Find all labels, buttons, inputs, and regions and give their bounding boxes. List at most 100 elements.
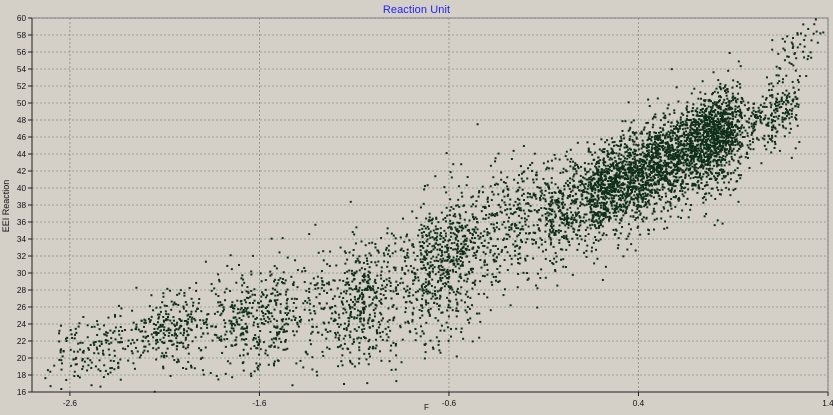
- data-point: [677, 198, 680, 201]
- data-point: [422, 264, 425, 267]
- data-point: [428, 216, 431, 219]
- data-point: [701, 80, 704, 83]
- data-point: [186, 330, 188, 333]
- data-point: [436, 248, 439, 251]
- data-point: [230, 305, 233, 308]
- data-point: [718, 126, 721, 129]
- data-point: [431, 219, 434, 222]
- data-point: [662, 116, 665, 119]
- data-point: [703, 146, 706, 149]
- data-point: [538, 186, 541, 189]
- data-point: [728, 102, 731, 105]
- data-point: [652, 142, 655, 145]
- data-point: [179, 332, 182, 335]
- data-point: [365, 280, 368, 283]
- data-point: [613, 211, 616, 214]
- data-point: [579, 224, 582, 227]
- data-point: [437, 340, 440, 343]
- data-point: [274, 294, 277, 297]
- data-point: [670, 172, 673, 175]
- data-point: [716, 142, 719, 145]
- data-point: [655, 156, 658, 159]
- data-point: [420, 304, 423, 307]
- data-point: [618, 148, 621, 151]
- data-point: [467, 270, 470, 273]
- data-point: [427, 280, 430, 283]
- data-point: [689, 177, 692, 180]
- data-point: [571, 201, 574, 204]
- data-point: [460, 249, 463, 252]
- data-point: [131, 309, 134, 312]
- data-point: [686, 137, 689, 140]
- data-point: [360, 240, 363, 243]
- data-point: [565, 218, 568, 221]
- data-point: [610, 186, 613, 189]
- data-point: [622, 155, 625, 158]
- data-point: [652, 123, 655, 126]
- data-point: [634, 161, 637, 164]
- data-point: [694, 125, 697, 128]
- data-point: [668, 162, 671, 165]
- data-point: [540, 243, 543, 246]
- data-point: [223, 338, 226, 341]
- data-point: [368, 242, 371, 245]
- data-point: [719, 88, 722, 91]
- data-point: [175, 303, 178, 306]
- data-point: [685, 164, 688, 167]
- data-point: [253, 293, 256, 296]
- data-point: [523, 217, 526, 220]
- data-point: [361, 328, 364, 331]
- data-point: [725, 105, 728, 107]
- data-point: [625, 207, 628, 210]
- data-point: [648, 105, 651, 108]
- data-point: [442, 240, 445, 243]
- data-point: [363, 288, 366, 291]
- data-point: [486, 198, 489, 201]
- data-point: [446, 268, 449, 271]
- data-point: [690, 146, 693, 149]
- data-point: [709, 110, 712, 113]
- data-point: [636, 197, 639, 200]
- data-point: [487, 216, 490, 219]
- data-point: [605, 171, 608, 174]
- data-point: [209, 372, 212, 375]
- data-point: [102, 349, 105, 352]
- data-point: [607, 152, 610, 155]
- data-point: [705, 212, 708, 215]
- data-point: [81, 359, 84, 362]
- data-point: [709, 152, 712, 155]
- data-point: [584, 197, 587, 200]
- data-point: [228, 319, 231, 322]
- data-point: [233, 304, 236, 307]
- data-point: [418, 241, 421, 244]
- data-point: [339, 323, 342, 326]
- data-point: [190, 364, 193, 367]
- data-point: [232, 322, 235, 325]
- data-point: [170, 308, 173, 311]
- data-point: [474, 279, 477, 282]
- data-point: [451, 309, 454, 312]
- data-point: [703, 215, 706, 218]
- data-point: [202, 319, 205, 322]
- data-point: [483, 292, 486, 295]
- data-point: [155, 331, 158, 334]
- data-point: [664, 116, 667, 119]
- data-point: [445, 206, 448, 209]
- data-point: [230, 324, 233, 327]
- data-point: [719, 96, 722, 99]
- data-point: [639, 153, 642, 156]
- data-point: [621, 129, 624, 132]
- data-point: [417, 279, 420, 282]
- data-point: [444, 239, 447, 242]
- data-point: [332, 279, 335, 282]
- data-point: [625, 171, 628, 174]
- data-point: [599, 211, 602, 214]
- data-point: [632, 140, 635, 143]
- data-point: [566, 158, 569, 161]
- data-point: [440, 269, 443, 272]
- data-point: [420, 253, 423, 256]
- data-point: [453, 241, 456, 244]
- data-point: [431, 217, 434, 220]
- data-point: [312, 277, 315, 280]
- data-point: [66, 336, 69, 339]
